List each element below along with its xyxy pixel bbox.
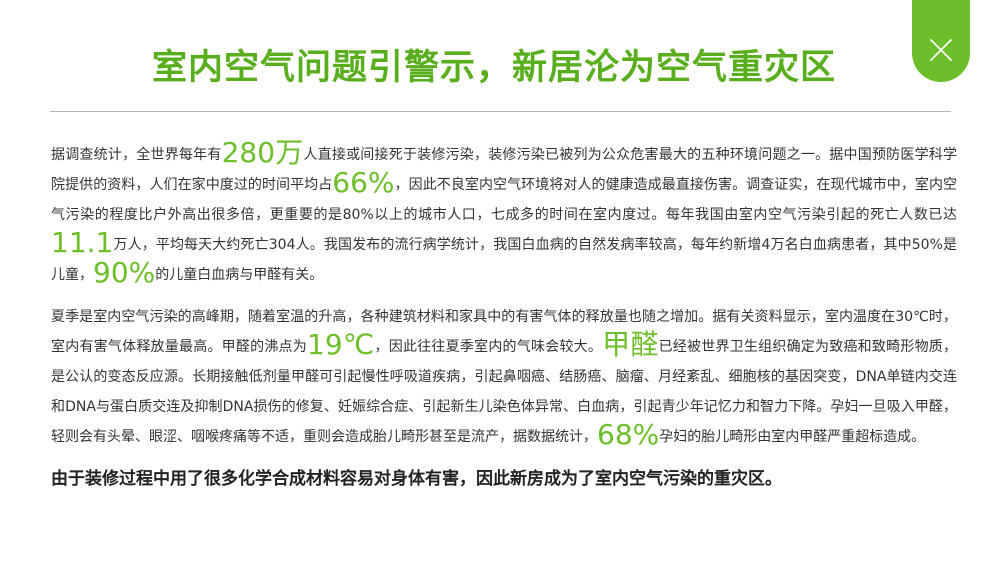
paragraph-formaldehyde: 夏季是室内空气污染的高峰期，随着室温的升高，各种建筑材料和家具中的有害气体的释放… bbox=[51, 302, 957, 452]
paragraph-statistics: 据调查统计，全世界每年有280万人直接或间接死于装修污染，装修污染已被列为公众危… bbox=[51, 139, 958, 290]
highlight-boiling-point: 19℃ bbox=[307, 328, 375, 361]
para2-text-4: 孕妇的胎儿畸形由室内甲醛严重超标造成。 bbox=[659, 429, 926, 445]
para1-text-1: 据调查统计，全世界每年有 bbox=[51, 147, 222, 163]
para1-text-4: 万人，平均每天大约死亡304人。我国发布的流行病学统计，我国白血病的自然发病率较… bbox=[51, 237, 957, 283]
para2-text-3: 已经被世界卫生组织确定为致癌和致畸形物质，是公认的变态反应源。长期接触低剂量甲醛… bbox=[51, 339, 958, 445]
highlight-leukemia-percent: 90% bbox=[93, 256, 156, 289]
article-body: 据调查统计，全世界每年有280万人直接或间接死于装修污染，装修污染已被列为公众危… bbox=[51, 139, 958, 494]
para1-text-3: ，因此不良室内空气环境将对人的健康造成最直接伤害。调查证实，在现代城市中，室内空… bbox=[51, 177, 958, 223]
title-divider bbox=[50, 111, 951, 112]
highlight-birth-defects-percent: 68% bbox=[597, 418, 660, 451]
highlight-deaths-per-year: 280万 bbox=[221, 136, 304, 169]
para2-text-1: 夏季是室内空气污染的高峰期，随着室温的升高，各种建筑材料和家具中的有害气体的释放… bbox=[51, 309, 957, 355]
highlight-time-at-home: 66% bbox=[332, 166, 395, 199]
close-button[interactable] bbox=[912, 0, 970, 82]
highlight-annual-deaths: 11.1 bbox=[51, 226, 114, 259]
page-title: 室内空气问题引警示，新居沦为空气重灾区 bbox=[151, 48, 836, 88]
highlight-formaldehyde: 甲醛 bbox=[602, 328, 659, 361]
summary-statement: 由于装修过程中用了很多化学合成材料容易对身体有害，因此新房成为了室内空气污染的重… bbox=[51, 469, 782, 489]
para1-text-5: 的儿童白血病与甲醛有关。 bbox=[155, 267, 324, 283]
close-icon bbox=[930, 39, 952, 61]
para1-text-2: 人直接或间接死于装修污染，装修污染已被列为公众危害最大的五种环境问题之一。据中国… bbox=[51, 147, 958, 193]
para2-text-2: ，因此往往夏季室内的气味会较大。 bbox=[374, 339, 603, 355]
